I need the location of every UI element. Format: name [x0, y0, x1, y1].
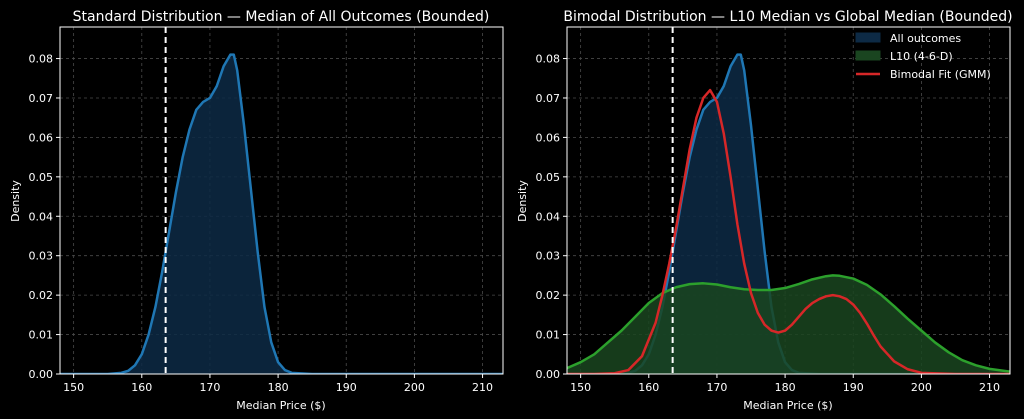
- right-y-tick-label: 0.05: [536, 171, 561, 184]
- left-x-tick-label: 200: [404, 381, 425, 394]
- left-plot-area: [60, 53, 503, 374]
- right-y-tick-label: 0.00: [536, 368, 561, 381]
- right-y-tick-label: 0.01: [536, 329, 561, 342]
- right-legend-swatch-0: [855, 32, 881, 43]
- left-y-tick-label: 0.00: [29, 368, 54, 381]
- right-x-tick-label: 190: [843, 381, 864, 394]
- left-y-tick-label: 0.02: [29, 289, 54, 302]
- right-legend-swatch-1: [855, 50, 881, 61]
- right-chart-panel: Bimodal Distribution — L10 Median vs Glo…: [516, 9, 1013, 412]
- left-x-tick-label: 160: [131, 381, 152, 394]
- left-chart-title: Standard Distribution — Median of All Ou…: [73, 9, 490, 25]
- right-x-tick-label: 180: [775, 381, 796, 394]
- right-series-1-line: [567, 274, 1010, 373]
- right-series-2-line: [567, 88, 1010, 374]
- right-x-tick-label: 210: [979, 381, 1000, 394]
- left-x-tick-label: 210: [472, 381, 493, 394]
- right-y-tick-label: 0.07: [536, 92, 561, 105]
- left-series-0-area: [60, 54, 503, 374]
- right-chart-title: Bimodal Distribution — L10 Median vs Glo…: [563, 9, 1012, 25]
- left-y-tick-label: 0.07: [29, 92, 54, 105]
- right-x-axis-label: Median Price ($): [743, 399, 832, 412]
- left-y-axis-label: Density: [9, 180, 22, 222]
- left-x-tick-label: 150: [63, 381, 84, 394]
- right-y-tick-label: 0.04: [536, 210, 561, 223]
- right-x-tick-label: 160: [638, 381, 659, 394]
- left-chart-panel: Standard Distribution — Median of All Ou…: [9, 9, 504, 412]
- right-y-axis-label: Density: [516, 180, 529, 222]
- right-legend-label-1: L10 (4-6-D): [890, 50, 953, 63]
- right-y-tick-label: 0.02: [536, 289, 561, 302]
- left-y-tick-label: 0.08: [29, 53, 54, 66]
- left-y-tick-label: 0.03: [29, 250, 54, 263]
- left-y-tick-label: 0.01: [29, 329, 54, 342]
- left-y-tick-label: 0.06: [29, 131, 54, 144]
- left-x-tick-label: 170: [199, 381, 220, 394]
- right-legend-label-0: All outcomes: [890, 32, 961, 45]
- right-x-tick-label: 150: [570, 381, 591, 394]
- left-x-tick-label: 190: [336, 381, 357, 394]
- left-y-tick-label: 0.04: [29, 210, 54, 223]
- right-y-tick-label: 0.03: [536, 250, 561, 263]
- left-axes-frame: [59, 26, 504, 375]
- right-series-1-area: [567, 275, 1010, 374]
- right-plot-area: [567, 53, 1010, 374]
- right-y-tick-label: 0.08: [536, 53, 561, 66]
- left-series-0-line: [60, 53, 503, 374]
- left-y-tick-label: 0.05: [29, 171, 54, 184]
- left-x-tick-label: 180: [268, 381, 289, 394]
- left-x-axis-label: Median Price ($): [236, 399, 325, 412]
- right-x-tick-label: 200: [911, 381, 932, 394]
- right-x-tick-label: 170: [706, 381, 727, 394]
- right-axes-frame: [566, 26, 1011, 375]
- right-y-tick-label: 0.06: [536, 131, 561, 144]
- right-legend-label-2: Bimodal Fit (GMM): [890, 68, 991, 81]
